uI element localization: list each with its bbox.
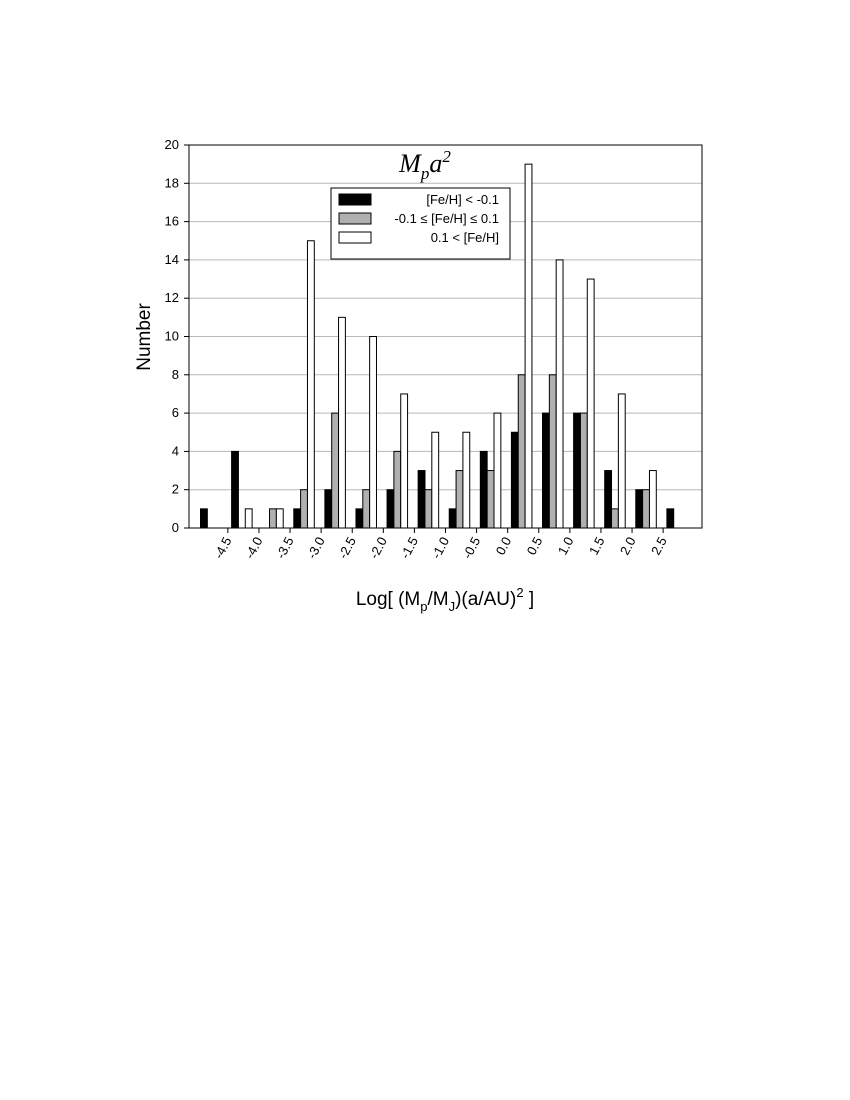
bar: [369, 336, 377, 529]
bar: [548, 374, 557, 529]
y-tick-label: 0: [172, 520, 179, 535]
legend-label: [Fe/H] < -0.1: [426, 192, 499, 207]
plot-frame: [188, 144, 703, 529]
label-part: )(a/AU): [455, 589, 516, 610]
y-tick-label: 6: [172, 405, 179, 420]
x-tick-label: -2.0: [366, 534, 390, 561]
bar: [448, 508, 457, 529]
bar: [617, 393, 626, 529]
legend-label: -0.1 ≤ [Fe/H] ≤ 0.1: [394, 211, 499, 226]
title-part: a: [429, 149, 442, 178]
bar: [542, 412, 550, 529]
label-part: Log[ (M: [356, 589, 420, 610]
x-tick-label: 1.5: [586, 534, 608, 557]
bar: [269, 508, 277, 529]
x-tick-label: 2.5: [648, 534, 670, 557]
title-part: M: [398, 149, 422, 178]
legend-label: 0.1 < [Fe/H]: [431, 230, 499, 245]
legend-swatch: [338, 212, 372, 225]
bar: [573, 412, 581, 529]
bar: [666, 508, 675, 529]
title-part: 2: [442, 147, 451, 166]
label-part: /M: [428, 589, 449, 610]
x-tick-label: -2.5: [335, 534, 359, 561]
x-tick-label: -1.5: [397, 534, 421, 561]
x-tick-label: 0.5: [524, 534, 546, 557]
bar: [510, 431, 519, 529]
bar: [579, 412, 588, 529]
bar: [517, 374, 526, 529]
bar: [642, 489, 650, 529]
bar: [462, 431, 471, 529]
bar: [486, 470, 495, 529]
bar: [648, 470, 657, 529]
y-axis-label: Number: [134, 303, 155, 371]
bar: [431, 431, 440, 529]
bar: [300, 489, 308, 529]
y-tick-label: 10: [165, 329, 179, 344]
y-tick-label: 20: [165, 137, 179, 152]
bar: [479, 450, 488, 529]
y-tick-label: 8: [172, 367, 179, 382]
bar: [604, 470, 613, 529]
y-tick-label: 18: [165, 175, 179, 190]
x-tick-label: -0.5: [459, 534, 483, 561]
y-tick-label: 16: [165, 214, 179, 229]
label-part: p: [420, 599, 427, 614]
bar: [417, 470, 426, 529]
x-tick-label: -3.5: [273, 534, 297, 561]
bar: [244, 508, 253, 529]
bar: [455, 470, 464, 529]
bar: [555, 259, 564, 529]
bar: [400, 393, 409, 529]
x-tick-label: 0.0: [493, 534, 515, 557]
x-tick-label: -4.0: [242, 534, 266, 561]
bar: [493, 412, 502, 529]
x-tick-label: -1.0: [428, 534, 452, 561]
y-tick-label: 4: [172, 443, 179, 458]
bar: [331, 412, 340, 529]
y-tick-label: 14: [165, 252, 179, 267]
bar: [393, 450, 402, 529]
bar: [200, 508, 208, 529]
x-tick-label: 2.0: [617, 534, 639, 557]
bar: [635, 489, 644, 529]
bar: [231, 450, 239, 529]
y-tick-label: 2: [172, 482, 179, 497]
bar: [355, 508, 364, 529]
legend-swatch: [338, 231, 372, 244]
bar: [275, 508, 284, 529]
label-part: J: [449, 599, 456, 614]
bar: [362, 489, 371, 529]
x-tick-label: 1.0: [555, 534, 577, 557]
bar: [424, 489, 433, 529]
label-part: 2: [516, 585, 523, 600]
bar: [586, 278, 595, 529]
bar: [324, 489, 333, 529]
y-tick-label: 12: [165, 290, 179, 305]
bar: [306, 240, 315, 529]
plot: 0 2 4 6 8 10 12 14 16 18 20 -4.5 -4.0 -3.5 -3.0 -2.5 -2.…: [165, 137, 703, 561]
bar: [293, 508, 302, 529]
x-tick-label: -3.0: [304, 534, 328, 561]
bar: [524, 163, 533, 529]
x-axis-label: Log[ (Mp/MJ)(a/AU)2 ]: [356, 585, 534, 614]
x-tick-label: -4.5: [211, 534, 235, 561]
title-part: p: [420, 164, 430, 183]
bar: [386, 489, 395, 529]
label-part: ]: [524, 589, 535, 610]
bar: [611, 508, 619, 529]
bar: [338, 316, 346, 529]
chart-title: Mpa2: [398, 147, 451, 183]
legend-swatch: [338, 193, 372, 206]
